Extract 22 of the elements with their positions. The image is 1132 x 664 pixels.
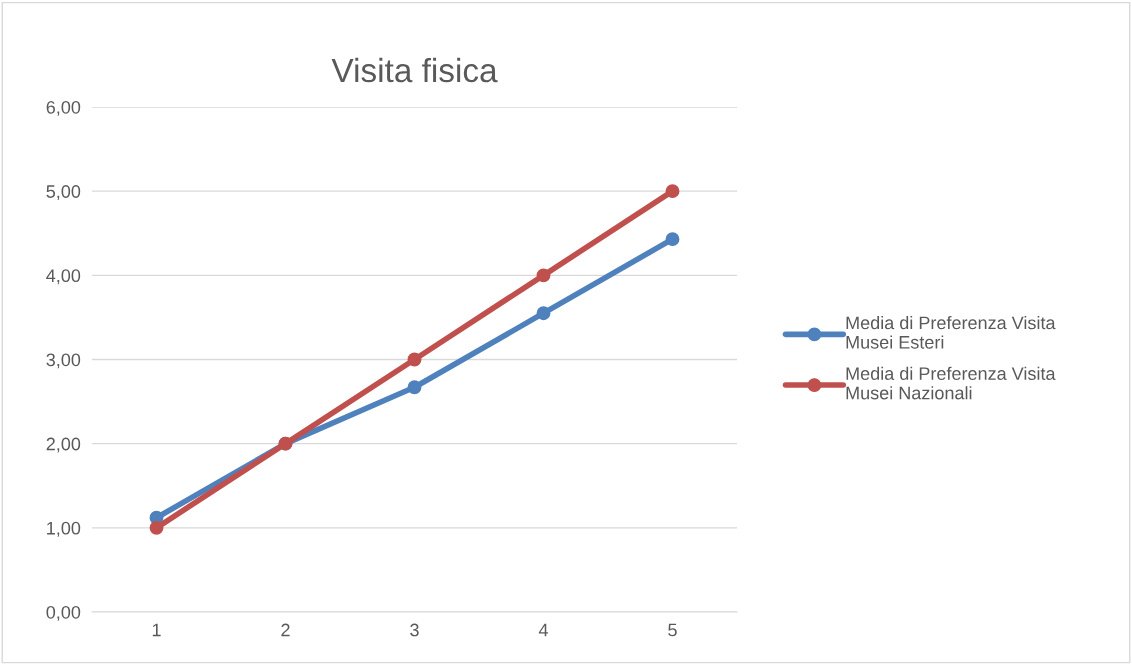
x-tick-label: 5 (668, 623, 677, 637)
y-tick-label: 4,00 (46, 269, 81, 285)
point (407, 380, 422, 395)
point (665, 184, 680, 199)
point (536, 268, 551, 283)
point (665, 232, 680, 247)
y-tick-label: 2,00 (46, 437, 81, 453)
legend-label: Media di Preferenza Visita Musei Nazionali (846, 366, 1056, 400)
x-tick-label: 3 (410, 623, 419, 637)
y-tick-label: 3,00 (46, 353, 81, 369)
point (407, 352, 422, 367)
y-tick-label: 0,00 (46, 605, 81, 621)
x-tick-label: 1 (152, 623, 161, 637)
y-tick-label: 6,00 (46, 100, 81, 116)
legend-label: Media di Preferenza Visita Musei Esteri (846, 316, 1056, 349)
chart-title: Visita fisica (331, 57, 498, 83)
point (536, 306, 551, 321)
y-tick-label: 1,00 (47, 521, 81, 537)
y-tick-label: 5,00 (46, 185, 81, 201)
x-tick-label: 4 (538, 623, 548, 637)
point (149, 520, 164, 535)
x-tick-label: 2 (281, 623, 290, 637)
